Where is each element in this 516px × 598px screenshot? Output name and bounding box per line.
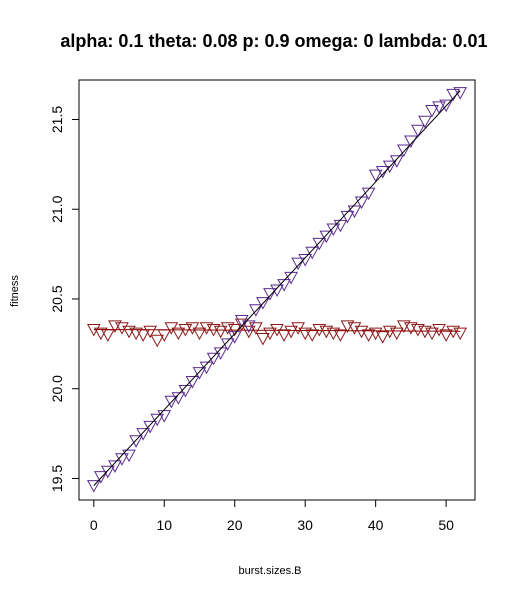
data-point	[171, 327, 186, 341]
data-point	[263, 288, 277, 301]
data-point	[284, 325, 298, 339]
data-point	[432, 101, 446, 114]
data-point	[192, 367, 207, 380]
x-tick-label: 50	[438, 517, 454, 533]
data-point	[249, 322, 263, 335]
data-point	[375, 166, 390, 179]
data-point	[249, 304, 263, 317]
data-point	[319, 230, 334, 244]
data-point	[411, 124, 425, 138]
data-point	[389, 327, 404, 341]
data-point	[354, 325, 369, 339]
data-point	[347, 205, 362, 219]
data-point	[129, 435, 143, 448]
data-point	[143, 325, 158, 339]
data-point	[326, 223, 341, 237]
data-point	[425, 327, 439, 341]
data-point	[439, 99, 453, 113]
data-point	[122, 449, 136, 463]
data-point	[453, 327, 468, 341]
x-axis: 0 10 20 30 40 50	[90, 499, 454, 533]
x-tick-label: 0	[90, 517, 98, 533]
data-point	[305, 246, 320, 260]
data-point	[347, 322, 362, 335]
data-point	[206, 352, 221, 366]
series-2	[86, 87, 468, 493]
data-point	[143, 420, 158, 434]
data-point	[115, 322, 129, 335]
series-1	[86, 318, 468, 348]
data-point	[178, 385, 193, 398]
data-point	[213, 347, 228, 360]
data-point	[305, 329, 320, 342]
x-tick-label: 40	[368, 517, 384, 533]
data-point	[136, 428, 150, 441]
y-tick-label: 21.0	[49, 195, 65, 222]
data-point	[368, 327, 383, 341]
data-point	[333, 329, 348, 342]
fit-line	[93, 328, 461, 332]
data-point	[277, 329, 291, 342]
data-point	[150, 413, 165, 427]
data-point	[312, 237, 327, 251]
data-point	[150, 334, 165, 348]
data-point	[375, 331, 390, 344]
data-point	[425, 105, 439, 118]
y-axis: 19.5 20.0 20.5 21.0 21.5	[49, 106, 80, 492]
data-point	[270, 284, 284, 298]
data-point	[404, 135, 418, 149]
data-point	[86, 480, 101, 493]
x-tick-label: 20	[227, 517, 243, 533]
data-point	[298, 253, 313, 267]
fit-line	[93, 90, 461, 486]
y-tick-label: 19.5	[49, 465, 65, 492]
data-point	[340, 210, 355, 224]
data-point	[256, 332, 270, 346]
data-point	[382, 160, 397, 174]
data-point	[396, 144, 411, 158]
series-layer	[86, 87, 468, 493]
x-tick-label: 10	[156, 517, 172, 533]
data-point	[101, 329, 115, 342]
data-point	[389, 155, 404, 168]
y-tick-label: 20.5	[49, 285, 65, 312]
x-axis-label: burst.sizes.B	[239, 565, 302, 577]
y-axis-label: fitness	[9, 275, 21, 307]
chart-title: alpha: 0.1 theta: 0.08 p: 0.9 omega: 0 l…	[60, 31, 487, 51]
data-point	[263, 327, 277, 341]
x-tick-label: 30	[297, 517, 313, 533]
data-point	[101, 465, 115, 479]
y-tick-label: 21.5	[49, 106, 65, 133]
data-point	[241, 325, 256, 339]
data-point	[368, 169, 383, 183]
data-point	[164, 395, 179, 409]
data-point	[453, 87, 468, 100]
data-point	[213, 325, 228, 339]
data-point	[439, 329, 453, 342]
data-point	[277, 279, 291, 292]
y-tick-label: 20.0	[49, 375, 65, 402]
data-point	[256, 297, 270, 310]
data-point	[361, 187, 376, 201]
data-point	[94, 471, 108, 484]
data-point	[192, 327, 207, 341]
data-point	[418, 115, 432, 129]
data-point	[157, 410, 172, 423]
data-point	[361, 329, 376, 342]
data-point	[291, 257, 305, 271]
data-point	[241, 320, 256, 333]
